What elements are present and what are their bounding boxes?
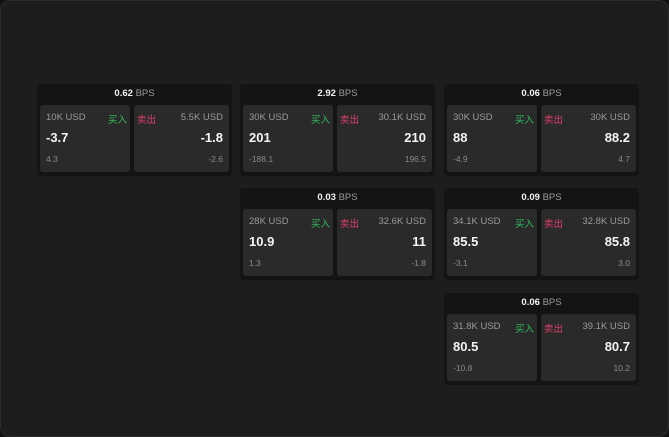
spread-value: 0.06 — [521, 297, 540, 308]
sell-price: 88.2 — [604, 130, 630, 145]
sell-price: 11 — [412, 234, 426, 249]
sell-change: 3.0 — [618, 258, 630, 268]
buy-size: 30K USD — [249, 112, 289, 123]
spread-header: 0.62 BPS — [37, 84, 232, 104]
spread-unit: BPS — [338, 88, 358, 99]
buy-price: 201 — [249, 130, 271, 145]
spread-header: 0.03 BPS — [240, 188, 435, 208]
buy-size: 31.8K USD — [453, 321, 501, 332]
spread-value: 0.06 — [521, 88, 540, 99]
buy-change: -4.9 — [453, 154, 468, 164]
buy-label: 买入 — [107, 115, 127, 126]
quote-panel: 0.03 BPS 28K USD 买入 10.9 1.3 卖出 32.6K US… — [240, 188, 435, 280]
buy-card[interactable]: 10K USD 买入 -3.7 4.3 — [40, 105, 130, 172]
sell-card[interactable]: 卖出 32.6K USD 11 -1.8 — [337, 209, 432, 276]
buy-change: -188.1 — [249, 154, 274, 164]
buy-label: 买入 — [310, 219, 330, 230]
buy-change: -10.8 — [453, 363, 473, 373]
sell-card[interactable]: 卖出 30.1K USD 210 196.5 — [337, 105, 432, 172]
buy-size: 30K USD — [453, 112, 493, 123]
quote-panel: 0.62 BPS 10K USD 买入 -3.7 4.3 卖出 5.5K USD… — [37, 84, 232, 176]
sell-card[interactable]: 卖出 39.1K USD 80.7 10.2 — [541, 314, 636, 381]
spread-unit: BPS — [542, 297, 562, 308]
quote-panel: 0.09 BPS 34.1K USD 买入 85.5 -3.1 卖出 32.8K… — [444, 188, 639, 280]
spread-header: 0.06 BPS — [444, 84, 639, 104]
buy-card[interactable]: 30K USD 买入 88 -4.9 — [447, 105, 537, 172]
sell-price: 85.8 — [604, 234, 630, 249]
sell-card[interactable]: 卖出 30K USD 88.2 4.7 — [541, 105, 636, 172]
sell-size: 30K USD — [590, 112, 630, 123]
sell-change: 196.5 — [404, 154, 426, 164]
buy-label: 买入 — [514, 115, 534, 126]
sell-label: 卖出 — [544, 219, 564, 230]
sell-size: 30.1K USD — [378, 112, 426, 123]
quote-panel: 0.06 BPS 30K USD 买入 88 -4.9 卖出 30K USD 8… — [444, 84, 639, 176]
sell-label: 卖出 — [544, 324, 564, 335]
sell-price: 210 — [404, 130, 426, 145]
buy-label: 买入 — [310, 115, 330, 126]
buy-price: 85.5 — [453, 234, 479, 249]
sell-change: 10.2 — [613, 363, 630, 373]
spread-header: 2.92 BPS — [240, 84, 435, 104]
sell-label: 卖出 — [340, 219, 360, 230]
spread-value: 2.92 — [317, 88, 336, 99]
buy-price: -3.7 — [46, 130, 69, 145]
buy-change: -3.1 — [453, 258, 468, 268]
buy-price: 10.9 — [249, 234, 275, 249]
spread-unit: BPS — [135, 88, 155, 99]
buy-label: 买入 — [514, 324, 534, 335]
sell-price: 80.7 — [604, 339, 630, 354]
buy-card[interactable]: 34.1K USD 买入 85.5 -3.1 — [447, 209, 537, 276]
quote-panel: 0.06 BPS 31.8K USD 买入 80.5 -10.8 卖出 39.1… — [444, 293, 639, 385]
sell-size: 39.1K USD — [582, 321, 630, 332]
buy-size: 34.1K USD — [453, 216, 501, 227]
sell-label: 卖出 — [544, 115, 564, 126]
spread-unit: BPS — [542, 192, 562, 203]
spread-header: 0.06 BPS — [444, 293, 639, 313]
sell-size: 32.6K USD — [378, 216, 426, 227]
buy-card[interactable]: 30K USD 买入 201 -188.1 — [243, 105, 333, 172]
sell-change: -2.6 — [208, 154, 223, 164]
spread-unit: BPS — [338, 192, 358, 203]
sell-change: 4.7 — [618, 154, 630, 164]
sell-label: 卖出 — [340, 115, 360, 126]
buy-card[interactable]: 28K USD 买入 10.9 1.3 — [243, 209, 333, 276]
buy-price: 80.5 — [453, 339, 479, 354]
sell-label: 卖出 — [137, 115, 157, 126]
buy-change: 4.3 — [46, 154, 58, 164]
sell-card[interactable]: 卖出 32.8K USD 85.8 3.0 — [541, 209, 636, 276]
spread-value: 0.62 — [114, 88, 133, 99]
buy-card[interactable]: 31.8K USD 买入 80.5 -10.8 — [447, 314, 537, 381]
sell-size: 32.8K USD — [582, 216, 630, 227]
buy-price: 88 — [453, 130, 468, 145]
buy-change: 1.3 — [249, 258, 261, 268]
sell-change: -1.8 — [411, 258, 426, 268]
buy-size: 28K USD — [249, 216, 289, 227]
spread-value: 0.09 — [521, 192, 540, 203]
spread-header: 0.09 BPS — [444, 188, 639, 208]
sell-size: 5.5K USD — [180, 112, 223, 123]
buy-label: 买入 — [514, 219, 534, 230]
sell-card[interactable]: 卖出 5.5K USD -1.8 -2.6 — [134, 105, 229, 172]
spread-value: 0.03 — [317, 192, 336, 203]
buy-size: 10K USD — [46, 112, 86, 123]
sell-price: -1.8 — [200, 130, 223, 145]
quote-panel: 2.92 BPS 30K USD 买入 201 -188.1 卖出 30.1K … — [240, 84, 435, 176]
spread-unit: BPS — [542, 88, 562, 99]
